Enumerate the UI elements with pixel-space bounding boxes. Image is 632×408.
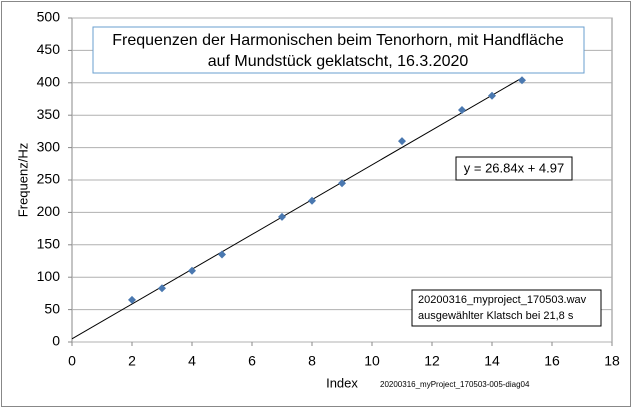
data-point (158, 284, 166, 293)
y-tick-label: 100 (37, 268, 61, 284)
data-point (188, 266, 196, 275)
y-tick-label: 200 (37, 203, 61, 219)
y-tick-label: 50 (44, 300, 60, 316)
x-tick-label: 16 (544, 353, 560, 369)
data-point (338, 179, 346, 188)
x-tick-label: 2 (128, 353, 136, 369)
x-tick-label: 4 (188, 353, 196, 369)
y-tick-label: 250 (37, 171, 61, 187)
y-tick-label: 0 (52, 333, 60, 349)
data-point (488, 91, 496, 100)
y-tick-label: 300 (37, 138, 61, 154)
info-text: 20200316_myproject_170503.wav (418, 294, 587, 306)
y-axis-label: Frequenz/Hz (15, 143, 30, 217)
info-box (411, 289, 602, 327)
footnote: 20200316_myProject_170503-005-diag04 (380, 380, 530, 389)
x-axis-label: Index (326, 375, 358, 390)
equation: y = 26.84x + 4.97 (464, 160, 564, 175)
x-tick-label: 0 (68, 353, 76, 369)
data-point (398, 137, 406, 146)
data-point (458, 106, 466, 115)
y-tick-label: 500 (37, 9, 61, 25)
data-point (278, 212, 286, 221)
chart-title: Frequenzen der Harmonischen beim Tenorho… (112, 32, 564, 49)
x-tick-label: 18 (604, 353, 620, 369)
data-point (128, 295, 136, 304)
chart-title: auf Mundstück geklatscht, 16.3.2020 (208, 53, 469, 70)
trendline (71, 77, 523, 340)
equation-box (455, 156, 573, 181)
x-tick-label: 14 (484, 353, 500, 369)
data-point (308, 196, 316, 205)
x-tick-label: 12 (424, 353, 440, 369)
x-tick-label: 8 (308, 353, 316, 369)
title-box (92, 26, 585, 74)
y-tick-label: 450 (37, 41, 61, 57)
x-tick-label: 10 (364, 353, 380, 369)
data-point (518, 76, 526, 85)
y-tick-label: 400 (37, 74, 61, 90)
y-tick-label: 150 (37, 236, 61, 252)
y-tick-label: 350 (37, 106, 61, 122)
info-text: ausgewählter Klatsch bei 21,8 s (418, 310, 574, 322)
data-point (218, 250, 226, 259)
x-tick-label: 6 (248, 353, 256, 369)
